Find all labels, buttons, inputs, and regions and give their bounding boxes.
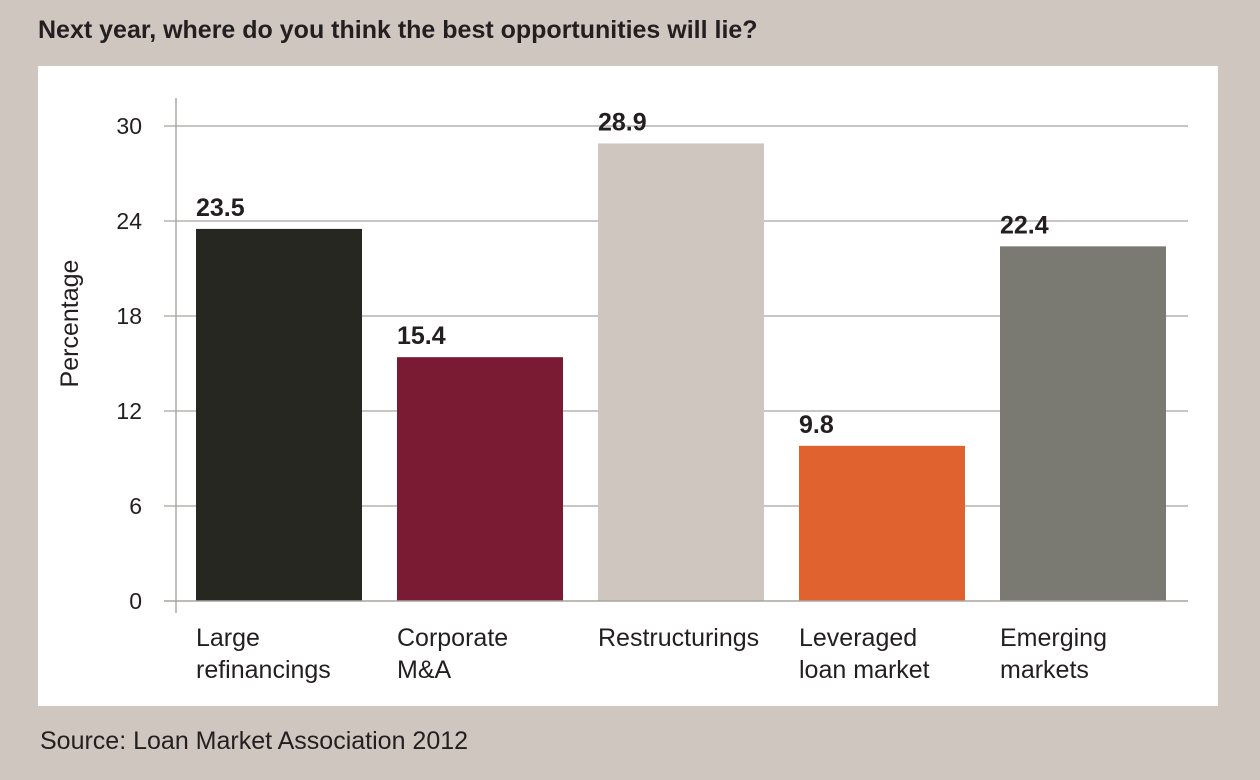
category-label: Restructurings	[598, 624, 759, 652]
y-axis-title: Percentage	[56, 260, 84, 388]
category-label: Emerging markets	[1000, 624, 1107, 684]
bar	[397, 357, 563, 601]
y-tick-label: 18	[116, 303, 142, 329]
category-label-line: Restructurings	[598, 624, 759, 652]
category-label-line: Large	[196, 624, 260, 652]
value-label: 15.4	[397, 322, 446, 350]
bar	[799, 445, 965, 601]
bar	[196, 228, 362, 601]
axes	[164, 98, 1188, 613]
value-label: 28.9	[598, 108, 647, 136]
value-label: 9.8	[799, 411, 834, 439]
category-label: Large refinancings	[196, 624, 331, 684]
plot-panel: 0 6 12 18 24 30 23.5 Large refinancings 15.4 Corpo…	[38, 66, 1218, 706]
category-label-line: Corporate	[397, 624, 508, 652]
y-tick-label: 30	[116, 113, 142, 139]
source-note: Source: Loan Market Association 2012	[40, 727, 469, 755]
bar-chart: 0 6 12 18 24 30 23.5 Large refinancings 15.4 Corpo…	[56, 98, 1188, 684]
category-label: Corporate M&A	[397, 624, 508, 684]
category-label-line: Emerging	[1000, 624, 1107, 652]
y-tick-label: 6	[129, 493, 142, 519]
category-label-line: M&A	[397, 656, 452, 684]
chart-title: Next year, where do you think the best o…	[38, 16, 758, 44]
category-label-line: Leveraged	[799, 624, 917, 652]
category-label-line: markets	[1000, 656, 1089, 684]
category-label-line: loan market	[799, 656, 930, 684]
category-label: Leveraged loan market	[799, 624, 930, 684]
bar	[1000, 246, 1166, 602]
value-label: 22.4	[1000, 211, 1049, 239]
bar	[598, 143, 764, 601]
value-label: 23.5	[196, 194, 245, 222]
labels: 0 6 12 18 24 30 23.5 Large refinancings 15.4 Corpo…	[116, 108, 1107, 684]
y-tick-label: 12	[116, 398, 142, 424]
category-label-line: refinancings	[196, 656, 331, 684]
y-tick-label: 24	[116, 208, 142, 234]
bars	[196, 143, 1166, 602]
y-tick-label: 0	[129, 588, 142, 614]
